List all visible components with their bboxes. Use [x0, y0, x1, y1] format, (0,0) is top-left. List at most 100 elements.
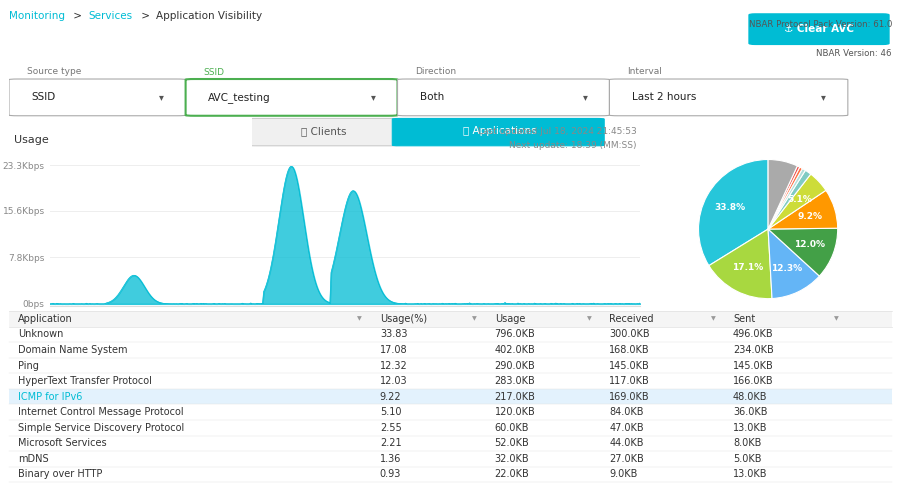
Text: 2.55: 2.55	[380, 423, 402, 433]
Text: 1.36: 1.36	[380, 454, 401, 464]
Text: 117.0KB: 117.0KB	[609, 376, 651, 386]
Text: Usage: Usage	[495, 314, 525, 324]
Text: Received: Received	[609, 314, 654, 324]
Text: 290.0KB: 290.0KB	[495, 361, 535, 370]
Text: Simple Service Discovery Protocol: Simple Service Discovery Protocol	[18, 423, 184, 433]
Text: Direction: Direction	[415, 67, 456, 76]
Text: 5.10: 5.10	[380, 407, 401, 417]
Text: 120.0KB: 120.0KB	[495, 407, 535, 417]
Text: 12.03: 12.03	[380, 376, 407, 386]
Text: ICMP for IPv6: ICMP for IPv6	[18, 392, 82, 402]
FancyBboxPatch shape	[249, 119, 400, 146]
Text: ▼: ▼	[358, 317, 362, 321]
Text: 84.0KB: 84.0KB	[609, 407, 644, 417]
Text: 17.08: 17.08	[380, 345, 407, 355]
Wedge shape	[768, 166, 800, 229]
Text: Usage(%): Usage(%)	[380, 314, 427, 324]
Wedge shape	[768, 171, 811, 229]
Text: 9.22: 9.22	[380, 392, 402, 402]
Text: NBAR Version: 46: NBAR Version: 46	[816, 49, 892, 58]
Text: SSID: SSID	[204, 68, 224, 77]
Text: 60.0KB: 60.0KB	[495, 423, 529, 433]
Text: 166.0KB: 166.0KB	[733, 376, 774, 386]
Wedge shape	[768, 229, 819, 298]
Text: 145.0KB: 145.0KB	[733, 361, 774, 370]
Text: 9.0KB: 9.0KB	[609, 469, 638, 479]
Text: Both: Both	[420, 93, 444, 102]
Text: ▼: ▼	[834, 317, 839, 321]
Text: ▾: ▾	[582, 93, 587, 102]
Text: 33.83: 33.83	[380, 329, 407, 340]
Text: 44.0KB: 44.0KB	[609, 439, 644, 448]
Text: Last 2 hours: Last 2 hours	[632, 93, 696, 102]
Text: ▼: ▼	[472, 317, 477, 321]
Text: Services: Services	[88, 11, 132, 22]
Text: Last updated:Jul 18, 2024 21:45:53: Last updated:Jul 18, 2024 21:45:53	[478, 127, 637, 136]
Wedge shape	[768, 190, 838, 229]
Text: 12.0%: 12.0%	[794, 240, 824, 249]
Text: 5.1%: 5.1%	[787, 195, 813, 204]
FancyBboxPatch shape	[9, 79, 186, 116]
Text: 2.21: 2.21	[380, 439, 402, 448]
Text: Ping: Ping	[18, 361, 39, 370]
Text: 13.0KB: 13.0KB	[733, 423, 768, 433]
Text: SSID: SSID	[31, 93, 55, 102]
Text: Application Visibility: Application Visibility	[156, 11, 262, 22]
FancyBboxPatch shape	[397, 79, 609, 116]
Text: Microsoft Services: Microsoft Services	[18, 439, 106, 448]
Text: 169.0KB: 169.0KB	[609, 392, 650, 402]
Bar	[9, 311, 892, 327]
Text: 👤 Clients: 👤 Clients	[302, 126, 347, 136]
Text: Sent: Sent	[733, 314, 755, 324]
Text: Application: Application	[18, 314, 73, 324]
Text: Internet Control Message Protocol: Internet Control Message Protocol	[18, 407, 184, 417]
Text: Monitoring: Monitoring	[9, 11, 65, 22]
Text: 32.0KB: 32.0KB	[495, 454, 529, 464]
Text: NBAR Protocol Pack Version: 61.0: NBAR Protocol Pack Version: 61.0	[749, 20, 892, 28]
Wedge shape	[768, 169, 805, 229]
Text: 17.1%: 17.1%	[733, 264, 763, 272]
Text: AVC_testing: AVC_testing	[207, 92, 270, 103]
Text: mDNS: mDNS	[18, 454, 49, 464]
Text: ▾: ▾	[159, 93, 164, 102]
Bar	[9, 389, 892, 404]
Text: 283.0KB: 283.0KB	[495, 376, 535, 386]
Wedge shape	[768, 167, 803, 229]
Text: HyperText Transfer Protocol: HyperText Transfer Protocol	[18, 376, 151, 386]
Text: 796.0KB: 796.0KB	[495, 329, 535, 340]
Text: 496.0KB: 496.0KB	[733, 329, 774, 340]
Wedge shape	[768, 228, 838, 276]
Text: Source type: Source type	[27, 67, 81, 76]
Text: 9.2%: 9.2%	[797, 212, 823, 220]
Text: 52.0KB: 52.0KB	[495, 439, 530, 448]
Text: 8.0KB: 8.0KB	[733, 439, 761, 448]
Text: Usage: Usage	[14, 135, 49, 145]
FancyBboxPatch shape	[392, 119, 605, 146]
Text: 300.0KB: 300.0KB	[609, 329, 650, 340]
Text: ▾: ▾	[370, 93, 376, 102]
Wedge shape	[768, 174, 826, 229]
Text: ▾: ▾	[821, 93, 825, 102]
Text: ⚓ Clear AVC: ⚓ Clear AVC	[784, 24, 854, 34]
Text: 📊 Applications: 📊 Applications	[463, 126, 537, 136]
FancyBboxPatch shape	[186, 79, 397, 116]
Text: 33.8%: 33.8%	[714, 203, 745, 212]
Text: >: >	[70, 11, 86, 22]
Text: 12.3%: 12.3%	[771, 264, 803, 273]
Text: ▼: ▼	[587, 317, 592, 321]
Text: Unknown: Unknown	[18, 329, 63, 340]
Text: Domain Name System: Domain Name System	[18, 345, 127, 355]
Wedge shape	[709, 229, 772, 298]
Wedge shape	[768, 160, 797, 229]
Text: 27.0KB: 27.0KB	[609, 454, 644, 464]
Text: 5.0KB: 5.0KB	[733, 454, 761, 464]
Text: 36.0KB: 36.0KB	[733, 407, 768, 417]
Text: 234.0KB: 234.0KB	[733, 345, 774, 355]
Text: 0.93: 0.93	[380, 469, 401, 479]
Text: 217.0KB: 217.0KB	[495, 392, 535, 402]
FancyBboxPatch shape	[609, 79, 848, 116]
Text: 13.0KB: 13.0KB	[733, 469, 768, 479]
Text: ▼: ▼	[711, 317, 715, 321]
Text: 145.0KB: 145.0KB	[609, 361, 651, 370]
Text: Interval: Interval	[627, 67, 662, 76]
